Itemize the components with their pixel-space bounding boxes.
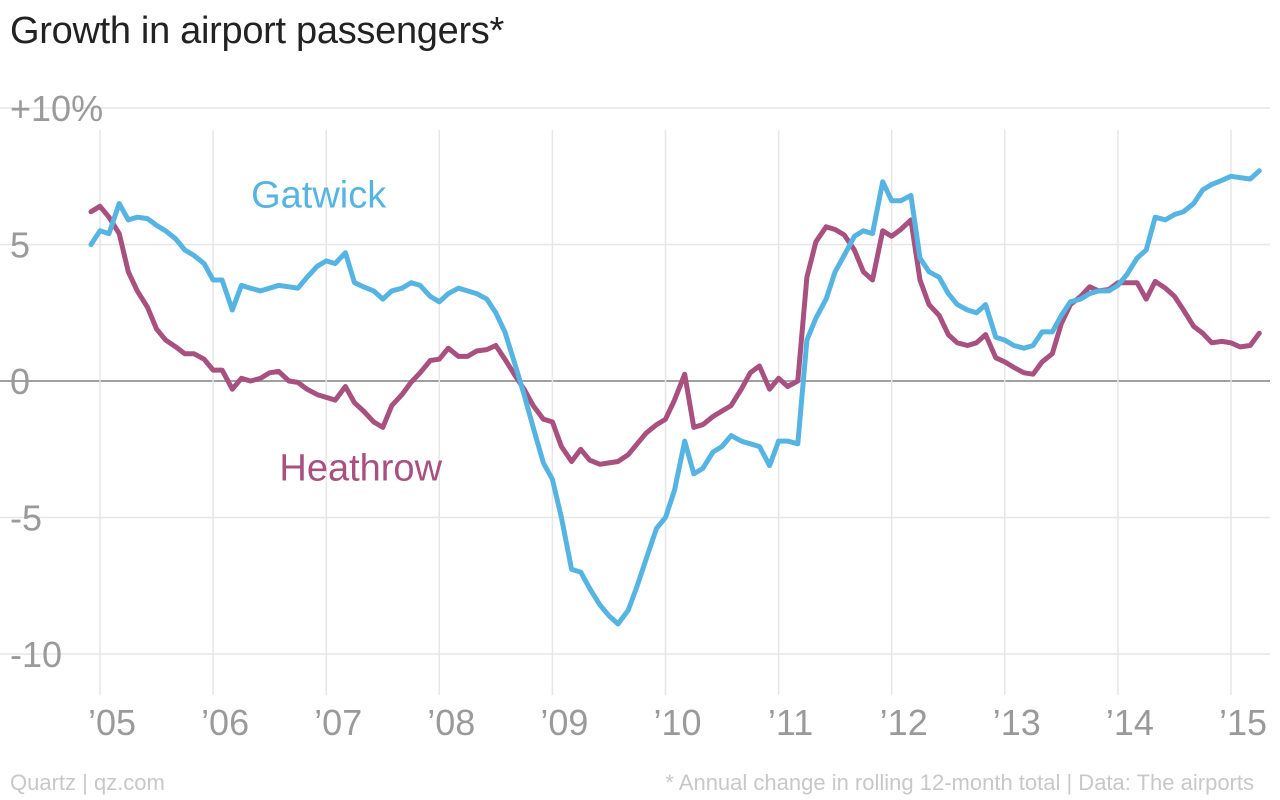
y-tick-label: -5 — [10, 498, 42, 539]
y-axis-ticks: +10% 5 0 -5 -10 — [10, 88, 103, 675]
chart-title: Growth in airport passengers* — [10, 10, 504, 52]
x-tick-label: ’13 — [993, 702, 1041, 743]
x-tick-label: ’14 — [1106, 702, 1154, 743]
y-tick-label: -10 — [10, 634, 62, 675]
x-tick-label: ’07 — [314, 702, 362, 743]
footer-note: * Annual change in rolling 12-month tota… — [665, 770, 1254, 795]
y-tick-label: +10% — [10, 88, 103, 129]
x-tick-label: ’09 — [540, 702, 588, 743]
x-axis-ticks: ’05 ’06 ’07 ’08 ’09 ’10 ’11 ’12 ’13 ’14 ’15 — [88, 702, 1267, 743]
x-tick-label: ’08 — [427, 702, 475, 743]
series-line-gatwick — [88, 168, 1262, 627]
grid-layer — [0, 107, 1270, 695]
x-tick-label: ’06 — [201, 702, 249, 743]
y-tick-label: 5 — [10, 225, 30, 266]
x-tick-label: ’11 — [768, 702, 813, 743]
x-tick-label: ’05 — [88, 702, 136, 743]
footer-source: Quartz | qz.com — [10, 770, 165, 795]
series-label-gatwick: Gatwick — [251, 174, 387, 216]
series-label-heathrow: Heathrow — [279, 447, 442, 489]
y-tick-label: 0 — [10, 361, 30, 402]
series-labels: Gatwick Heathrow — [251, 174, 442, 489]
x-tick-label: ’15 — [1219, 702, 1267, 743]
x-tick-label: ’12 — [880, 702, 928, 743]
x-tick-label: ’10 — [653, 702, 701, 743]
series-line-heathrow — [88, 203, 1262, 467]
series-layer — [88, 168, 1262, 627]
